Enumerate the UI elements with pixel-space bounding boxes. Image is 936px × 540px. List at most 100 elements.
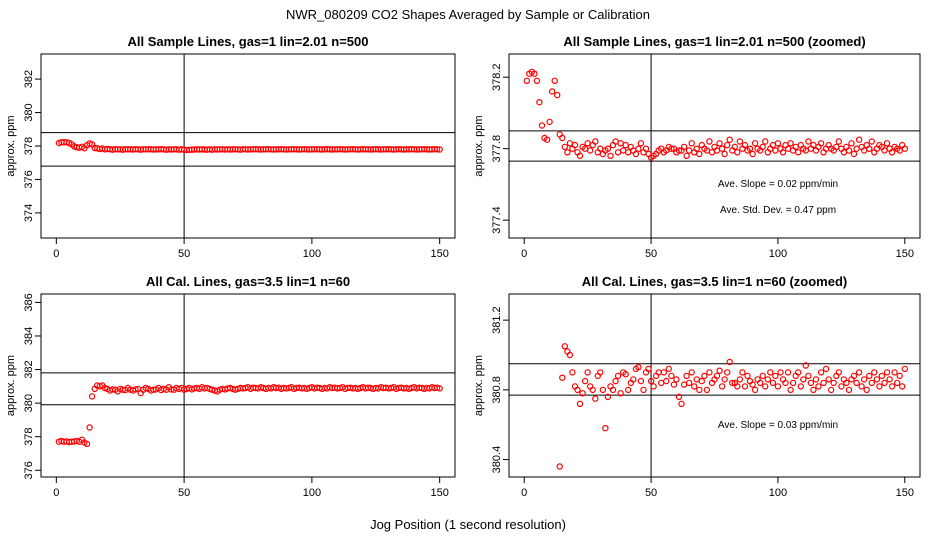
x-tick-label: 150 (896, 487, 914, 499)
data-point (551, 77, 558, 85)
data-point (848, 140, 855, 147)
data-points (523, 68, 909, 161)
data-point (724, 369, 731, 376)
data-point (805, 372, 812, 380)
data-point (680, 143, 688, 151)
data-point (625, 386, 632, 394)
data-point (523, 77, 531, 85)
data-point (810, 386, 817, 394)
data-point (817, 369, 825, 376)
data-point (574, 386, 581, 394)
data-point (612, 377, 619, 385)
data-point (701, 372, 708, 380)
y-tick-label: 380.4 (491, 446, 503, 474)
data-point (899, 383, 906, 390)
data-point (891, 369, 898, 376)
x-tick-label: 0 (53, 248, 59, 260)
data-point (835, 369, 843, 376)
data-point (784, 369, 792, 376)
data-point (693, 145, 700, 152)
data-point (886, 376, 893, 383)
data-point (433, 384, 441, 391)
data-point (561, 343, 569, 350)
data-point (777, 369, 784, 376)
data-point (736, 138, 744, 145)
panel-title: All Sample Lines, gas=1 lin=2.01 n=500 (… (563, 34, 865, 49)
data-point (592, 395, 599, 402)
x-tick-label: 50 (645, 487, 657, 499)
data-point (734, 383, 741, 390)
y-tick-label: 374 (23, 204, 35, 222)
annotation-text: Ave. Slope = 0.03 ppm/min (718, 420, 838, 431)
data-point (569, 369, 576, 376)
data-point (642, 145, 650, 152)
data-point (764, 376, 772, 383)
y-axis-label: approx. ppm (473, 115, 485, 176)
panel-4: All Cal. Lines, gas=3.5 lin=1 n=60 (zoom… (473, 274, 921, 499)
data-point (703, 386, 711, 394)
data-point (83, 440, 91, 447)
data-point (868, 138, 876, 145)
data-point (436, 146, 443, 153)
data-point (866, 145, 873, 152)
data-point (861, 376, 868, 383)
x-tick-label: 150 (430, 487, 448, 499)
data-point (632, 150, 640, 158)
data-point (678, 400, 685, 407)
data-point (802, 362, 810, 369)
data-point (564, 149, 571, 156)
x-tick-label: 0 (521, 248, 527, 260)
data-point (820, 379, 827, 387)
data-point (759, 372, 766, 380)
data-point (665, 365, 673, 373)
data-point (721, 376, 728, 383)
data-point (576, 152, 584, 159)
data-point (538, 122, 546, 129)
data-point (888, 383, 896, 390)
data-point (554, 91, 561, 99)
data-point (868, 379, 876, 387)
data-point (746, 145, 754, 152)
data-point (670, 381, 678, 388)
data-point (736, 376, 744, 383)
data-point (683, 152, 690, 159)
data-point (805, 138, 812, 145)
data-point (896, 372, 903, 380)
data-point (614, 372, 622, 380)
panel-3: All Cal. Lines, gas=3.5 lin=1 n=60 0 50 100… (5, 274, 456, 499)
y-tick-label: 382 (23, 360, 35, 378)
data-point (822, 365, 830, 373)
y-tick-label: 378.2 (491, 63, 503, 91)
plot-frame (508, 53, 921, 239)
data-point (843, 379, 850, 387)
data-point (683, 372, 690, 380)
data-point (741, 141, 749, 149)
data-point (850, 372, 858, 380)
data-point (855, 369, 863, 376)
data-point (109, 386, 116, 393)
x-tick-label: 50 (178, 248, 190, 260)
data-point (635, 145, 642, 152)
data-point (650, 383, 657, 390)
data-point (828, 386, 835, 394)
y-tick-label: 380 (23, 103, 35, 121)
y-tick-label: 382 (23, 70, 35, 88)
x-tick-label: 100 (303, 248, 321, 260)
data-point (688, 369, 695, 376)
data-point (637, 140, 645, 147)
data-point (724, 141, 731, 149)
data-point (556, 463, 563, 470)
data-point (797, 383, 805, 390)
y-tick-label: 380 (23, 394, 35, 412)
data-points (55, 138, 443, 154)
data-point (436, 385, 443, 392)
data-point (597, 369, 604, 376)
data-point (749, 150, 756, 158)
data-point (599, 386, 607, 394)
data-point (698, 377, 706, 385)
data-point (787, 386, 794, 394)
annotation-text: Ave. Std. Dev. = 0.47 ppm (720, 205, 836, 216)
data-point (86, 424, 93, 431)
x-tick-label: 0 (53, 487, 59, 499)
